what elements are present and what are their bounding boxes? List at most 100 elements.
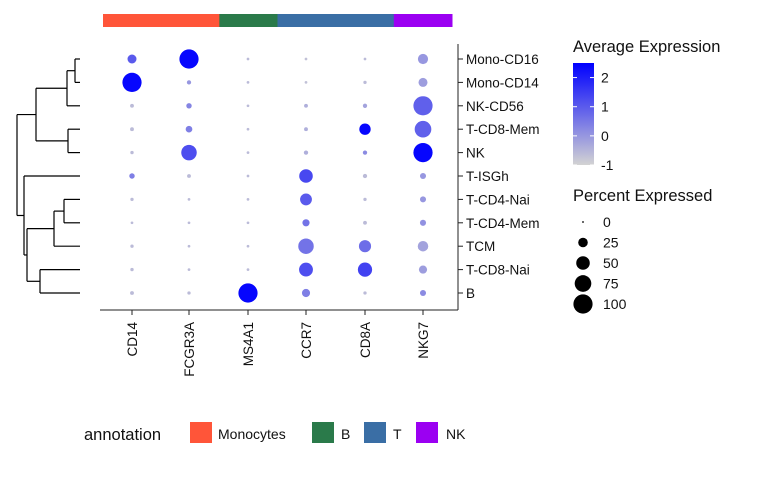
dot xyxy=(302,219,310,227)
dot xyxy=(414,120,432,138)
dot xyxy=(413,143,433,163)
dot xyxy=(246,268,250,271)
dot xyxy=(130,127,134,132)
cluster-label: NK-CD56 xyxy=(466,99,524,114)
dot xyxy=(299,169,313,183)
dot xyxy=(419,219,427,226)
annotation-legend-swatch xyxy=(416,422,438,443)
cluster-label: NK xyxy=(466,146,485,161)
annotation-bar-segment xyxy=(103,14,162,27)
annotation-legend-title: annotation xyxy=(84,426,161,444)
dot xyxy=(130,267,134,272)
dot xyxy=(357,262,373,277)
gene-label: CCR7 xyxy=(299,322,314,359)
dot xyxy=(246,174,250,178)
dot xyxy=(246,151,250,154)
size-legend-dot xyxy=(574,275,592,292)
dot xyxy=(187,198,191,201)
color-scale-label: -1 xyxy=(601,157,614,173)
cluster-label: T-ISGh xyxy=(466,169,509,184)
color-scale-label: 2 xyxy=(601,70,609,86)
dot xyxy=(187,174,191,178)
dot xyxy=(301,288,311,298)
cluster-label: T-CD8-Mem xyxy=(466,122,540,137)
color-legend-title: Average Expression xyxy=(573,38,720,56)
gene-label: FCGR3A xyxy=(182,322,197,377)
dot xyxy=(362,150,368,155)
dot xyxy=(363,57,367,61)
dot xyxy=(187,268,191,271)
dot xyxy=(187,291,191,295)
dot xyxy=(127,54,137,64)
size-legend-dot xyxy=(582,221,584,223)
dot xyxy=(359,123,371,135)
annotation-legend-label: T xyxy=(393,426,402,442)
dot xyxy=(417,240,429,252)
annotation-legend-swatch xyxy=(190,422,212,443)
dot xyxy=(363,220,367,225)
dot xyxy=(122,72,142,92)
dot xyxy=(418,77,428,87)
annotation-legend-swatch xyxy=(364,422,386,443)
cluster-label: Mono-CD16 xyxy=(466,52,539,67)
dot xyxy=(363,197,367,202)
annotation-bar-segment xyxy=(393,14,453,27)
annotation-bar-segment xyxy=(161,14,220,27)
dot xyxy=(246,81,250,84)
dot xyxy=(187,244,191,248)
dot xyxy=(300,193,312,206)
dot xyxy=(304,103,308,108)
size-legend-label: 100 xyxy=(603,296,627,312)
size-legend-dot xyxy=(578,237,588,248)
dot xyxy=(418,265,428,274)
gene-label: NKG7 xyxy=(416,322,431,359)
dot xyxy=(130,291,134,295)
annotation-legend-swatch xyxy=(312,422,334,443)
cluster-label: Mono-CD14 xyxy=(466,75,539,90)
gene-label: CD8A xyxy=(358,322,373,358)
dot xyxy=(362,103,368,108)
cluster-label: T-CD4-Nai xyxy=(466,192,530,207)
cluster-label: T-CD4-Mem xyxy=(466,216,540,231)
dot xyxy=(419,289,427,297)
dot xyxy=(298,238,314,254)
dot xyxy=(304,81,308,84)
dot xyxy=(363,80,367,85)
dot xyxy=(363,291,367,295)
dot xyxy=(303,150,309,155)
dot xyxy=(130,221,134,225)
annotation-bar-segment xyxy=(277,14,337,27)
dot xyxy=(130,197,134,202)
dot xyxy=(186,103,192,109)
cluster-label: B xyxy=(466,286,475,301)
dot xyxy=(246,244,250,248)
size-legend-label: 25 xyxy=(603,235,619,251)
dot xyxy=(358,240,372,253)
dot xyxy=(185,125,193,133)
size-legend-label: 0 xyxy=(603,214,611,230)
gene-label: CD14 xyxy=(125,322,140,357)
annotation-legend-label: NK xyxy=(446,426,466,442)
dot xyxy=(246,221,250,225)
dot xyxy=(130,244,134,248)
dot xyxy=(417,53,429,65)
dot xyxy=(304,57,308,61)
dot xyxy=(179,49,199,69)
size-legend-dot xyxy=(576,256,590,270)
dot xyxy=(130,150,134,155)
dot xyxy=(181,144,197,161)
dot xyxy=(246,198,250,201)
dot xyxy=(304,127,308,132)
size-legend-label: 50 xyxy=(603,255,619,271)
size-legend-dot xyxy=(573,294,593,314)
color-scale-bar xyxy=(573,63,594,165)
dot xyxy=(246,127,250,131)
dot xyxy=(419,196,427,203)
annotation-bar-segment xyxy=(219,14,278,27)
annotation-legend-label: B xyxy=(341,426,350,442)
gene-label: MS4A1 xyxy=(241,322,256,366)
dot xyxy=(413,96,433,116)
dot xyxy=(246,57,250,61)
